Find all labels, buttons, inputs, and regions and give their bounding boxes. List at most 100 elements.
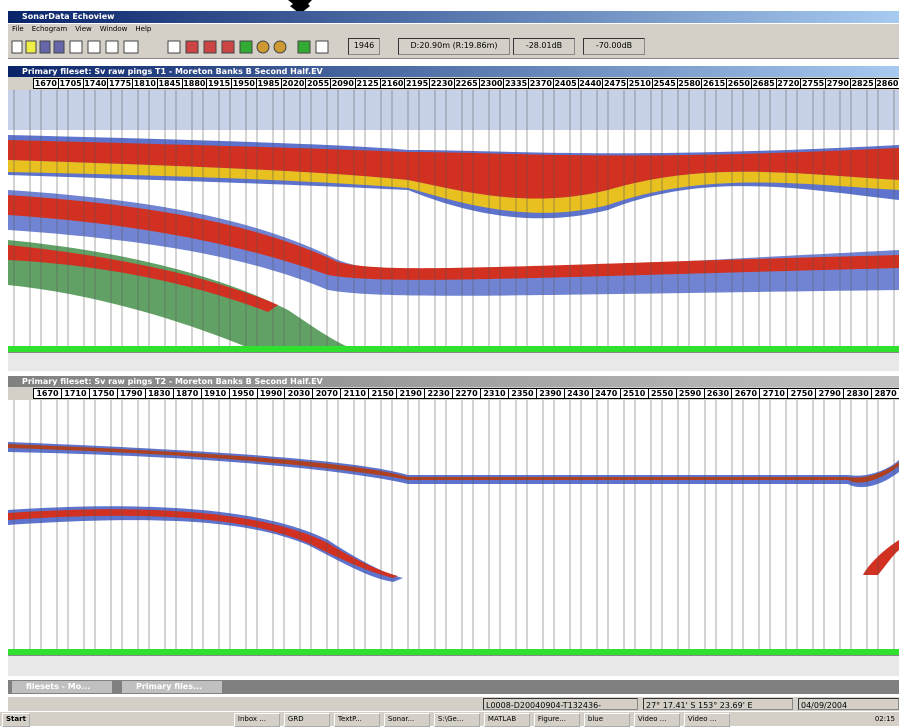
- ping-label: 2510: [628, 79, 652, 88]
- taskbar-item[interactable]: TextP...: [334, 713, 380, 727]
- ping-label: 2090: [331, 79, 355, 88]
- scrollbar[interactable]: [8, 352, 899, 371]
- taskbar-item[interactable]: MATLAB: [484, 713, 530, 727]
- ping-label: 1670: [34, 389, 61, 398]
- menu-item[interactable]: View: [75, 25, 92, 33]
- ping-label: 2370: [529, 79, 553, 88]
- echo-band: [8, 442, 899, 487]
- status-bar: L0008-D20040904-T132436-EQ60.raw 27° 17.4…: [8, 697, 899, 711]
- ping-label: 2390: [537, 389, 564, 398]
- status-field: L0008-D20040904-T132436-EQ60.raw: [483, 698, 638, 710]
- menu-item[interactable]: File: [12, 25, 24, 33]
- ping-label: 2265: [455, 79, 479, 88]
- ping-label: 2070: [313, 389, 340, 398]
- ping-label: 2350: [509, 389, 536, 398]
- taskbar-item[interactable]: Inbox ...: [234, 713, 280, 727]
- ping-label: 2720: [777, 79, 801, 88]
- taskbar-item[interactable]: Video ...: [684, 713, 730, 727]
- clock: 02:15: [875, 712, 899, 726]
- app-title-bar: SonarData Echoview: [8, 11, 899, 23]
- ping-label: 1705: [59, 79, 83, 88]
- ping-label: 1710: [62, 389, 89, 398]
- ping-label: 1910: [202, 389, 229, 398]
- toolbar-field: -70.00dB: [583, 38, 645, 55]
- toolbar-field: -28.01dB: [513, 38, 575, 55]
- ping-label: 2545: [653, 79, 677, 88]
- window-title: Primary fileset: Sv raw pings T2 - Moret…: [22, 377, 323, 386]
- ping-label: 1830: [146, 389, 173, 398]
- ping-label: 2750: [788, 389, 815, 398]
- ping-label: 2870: [872, 389, 899, 398]
- menu-item[interactable]: Echogram: [32, 25, 67, 33]
- ping-label: 1810: [133, 79, 157, 88]
- menu-item[interactable]: Help: [135, 25, 151, 33]
- taskbar-item[interactable]: S:\Ge...: [434, 713, 480, 727]
- minimized-window[interactable]: filesets - Mo...: [12, 681, 112, 693]
- ping-label: 2615: [702, 79, 726, 88]
- window-title: Primary fileset: Sv raw pings T1 - Moret…: [22, 67, 323, 76]
- ping-label: 1880: [183, 79, 207, 88]
- ping-label: 2475: [603, 79, 627, 88]
- ping-label: 1670: [34, 79, 58, 88]
- minimized-title: Primary files...: [136, 682, 202, 691]
- ping-label: 2790: [826, 79, 850, 88]
- taskbar-item[interactable]: Figure...: [534, 713, 580, 727]
- menu-item[interactable]: Window: [100, 25, 128, 33]
- ping-label: 2335: [504, 79, 528, 88]
- ping-label: 2190: [397, 389, 424, 398]
- ping-label: 1790: [118, 389, 145, 398]
- toolbar-field: 1946: [348, 38, 380, 55]
- ping-label: 2710: [760, 389, 787, 398]
- taskbar: Start Inbox ... GRD TextP... Sonar... S:\Ge..…: [0, 711, 899, 726]
- ping-label: 1740: [84, 79, 108, 88]
- ping-label: 2430: [565, 389, 592, 398]
- ping-label: 1750: [90, 389, 117, 398]
- screen: SonarData Echoview File Echogram View Windo…: [0, 0, 899, 726]
- ping-label: 2650: [727, 79, 751, 88]
- toolbar-icons: [8, 35, 338, 59]
- app-title: SonarData Echoview: [22, 12, 115, 21]
- ping-label: 2440: [579, 79, 603, 88]
- ping-label: 2510: [621, 389, 648, 398]
- taskbar-item[interactable]: Sonar...: [384, 713, 430, 727]
- ping-label: 2160: [381, 79, 405, 88]
- start-button[interactable]: Start: [2, 713, 30, 727]
- ping-label: 2110: [341, 389, 368, 398]
- ping-label: 1950: [232, 79, 256, 88]
- taskbar-item[interactable]: blue: [584, 713, 630, 727]
- ping-label: 2790: [816, 389, 843, 398]
- minimized-window[interactable]: Primary files...: [122, 681, 222, 693]
- ping-label: 2230: [425, 389, 452, 398]
- echogram-window: Primary fileset: Sv raw pings T2 - Moret…: [8, 376, 899, 676]
- minimized-bar: filesets - Mo... Primary files...: [8, 680, 899, 694]
- ping-label: 2150: [369, 389, 396, 398]
- ping-label: 2270: [453, 389, 480, 398]
- ping-label: 1985: [257, 79, 281, 88]
- ping-label: 2685: [752, 79, 776, 88]
- echogram: [8, 90, 899, 352]
- scrollbar[interactable]: [8, 655, 899, 676]
- status-field: 27° 17.41' S 153° 23.69' E: [643, 698, 793, 710]
- ping-label: 1950: [230, 389, 257, 398]
- ping-label: 1915: [207, 79, 231, 88]
- ping-label: 2230: [430, 79, 454, 88]
- ping-label: 2125: [356, 79, 380, 88]
- echogram: [8, 400, 899, 655]
- ping-label: 2580: [678, 79, 702, 88]
- window-title-bar: Primary fileset: Sv raw pings T1 - Moret…: [8, 66, 899, 77]
- toolbar-field: D:20.90m (R:19.86m): [398, 38, 510, 55]
- ping-label: 1990: [258, 389, 285, 398]
- ping-label: 2470: [593, 389, 620, 398]
- status-field: 04/09/2004 13:26:59.60: [798, 698, 899, 710]
- ping-label: 2590: [677, 389, 704, 398]
- taskbar-item[interactable]: GRD: [284, 713, 330, 727]
- echo-band: [863, 540, 899, 575]
- ping-label: 2405: [554, 79, 578, 88]
- menu-bar: File Echogram View Window Help: [8, 24, 899, 35]
- ping-label: 2195: [405, 79, 429, 88]
- taskbar-item[interactable]: Video ...: [634, 713, 680, 727]
- toolbar: 1946 D:20.90m (R:19.86m)-28.01dB -70.00dB: [8, 35, 899, 59]
- ping-label: 2755: [801, 79, 825, 88]
- ping-label: 2020: [282, 79, 306, 88]
